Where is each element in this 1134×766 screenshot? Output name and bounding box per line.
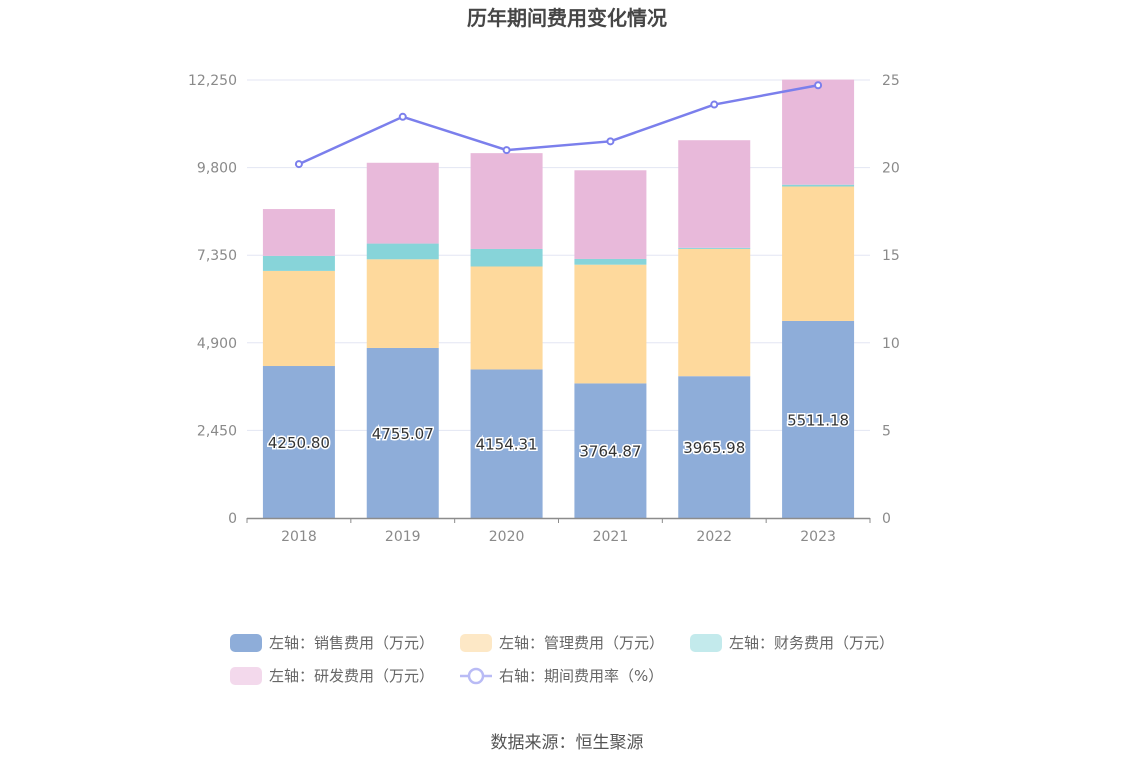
- bar-2020-series-0: [470, 369, 543, 518]
- line-point: [294, 160, 303, 169]
- x-axis: 2018 2019 2020 2021 2022 2023: [246, 517, 871, 545]
- line-point: [606, 137, 615, 146]
- line-point: [398, 112, 407, 121]
- x-tick-label: 2019: [385, 529, 421, 545]
- x-tick-label: 2020: [489, 529, 525, 545]
- legend-swatch: [690, 634, 722, 652]
- legend: 左轴：销售费用（万元） 左轴：管理费用（万元） 左轴：财务费用（万元） 左轴：研发费用…: [230, 634, 894, 685]
- line-point: [814, 81, 823, 90]
- bar-2023-series-1: [782, 186, 855, 321]
- bar-2023-series-3: [782, 79, 855, 185]
- bar-2022-series-1: [678, 248, 751, 377]
- bar-2021-series-2: [574, 258, 647, 265]
- left-tick-label: 7,350: [197, 248, 237, 264]
- legend-marker: [467, 667, 485, 685]
- legend-item[interactable]: 左轴：管理费用（万元）: [460, 634, 664, 652]
- bar-2019-series-3: [366, 162, 439, 244]
- x-tick-label: 2018: [281, 529, 317, 545]
- bar-2022-series-3: [678, 140, 751, 248]
- legend-label: 左轴：研发费用（万元）: [269, 667, 434, 685]
- legend-item[interactable]: 左轴：研发费用（万元）: [230, 667, 434, 685]
- bar-2021-series-3: [574, 170, 647, 259]
- bar-2019-series-2: [366, 243, 439, 260]
- chart-title: 历年期间费用变化情况: [467, 6, 667, 30]
- line-point: [502, 146, 511, 155]
- right-tick-label: 5: [882, 423, 891, 439]
- left-tick-label: 2,450: [197, 423, 237, 439]
- legend-swatch: [230, 634, 262, 652]
- bar-2020-series-2: [470, 248, 543, 267]
- line-series-group: [294, 81, 823, 169]
- right-tick-label: 15: [882, 248, 900, 264]
- bar-value-label: 4154.31: [476, 436, 538, 454]
- right-axis-ticks: 0 5 10 15 20 25: [882, 73, 900, 527]
- right-tick-label: 20: [882, 161, 900, 177]
- legend-label: 左轴：销售费用（万元）: [269, 634, 434, 652]
- bar-2022-series-0: [678, 376, 751, 518]
- legend-item[interactable]: 左轴：财务费用（万元）: [690, 634, 894, 652]
- legend-label: 左轴：管理费用（万元）: [499, 634, 664, 652]
- bar-2018-series-3: [262, 209, 335, 256]
- left-tick-label: 0: [228, 511, 237, 527]
- left-tick-label: 4,900: [197, 336, 237, 352]
- bar-labels-group: 4250.80 4755.07 4154.31 3764.87 3965.98 5511.…: [266, 410, 850, 462]
- legend-item[interactable]: 左轴：销售费用（万元）: [230, 634, 434, 652]
- gridlines: [247, 79, 870, 431]
- x-tick-label: 2021: [593, 529, 629, 545]
- right-tick-label: 0: [882, 511, 891, 527]
- bar-2021-series-1: [574, 264, 647, 384]
- bar-2018-series-1: [262, 270, 335, 367]
- left-axis-ticks: 0 2,450 4,900 7,350 9,800 12,250: [188, 73, 237, 527]
- bar-value-label: 5511.18: [787, 411, 849, 429]
- bar-2018-series-0: [262, 366, 335, 518]
- x-tick-label: 2023: [800, 529, 836, 545]
- bar-2023-series-2: [782, 184, 855, 187]
- bar-2019-series-1: [366, 259, 439, 348]
- bar-value-label: 3965.98: [683, 439, 745, 457]
- bar-value-label: 3764.87: [579, 443, 641, 461]
- legend-swatch: [460, 634, 492, 652]
- legend-label: 左轴：财务费用（万元）: [729, 634, 894, 652]
- x-tick-label: 2022: [696, 529, 732, 545]
- legend-swatch: [230, 667, 262, 685]
- right-tick-label: 25: [882, 73, 900, 89]
- right-tick-label: 10: [882, 336, 900, 352]
- line-series-path: [298, 84, 819, 166]
- bar-2018-series-2: [262, 255, 335, 271]
- bar-2020-series-1: [470, 266, 543, 370]
- bar-2021-series-0: [574, 383, 647, 518]
- bar-value-label: 4250.80: [268, 434, 330, 452]
- bar-value-label: 4755.07: [372, 425, 434, 443]
- left-tick-label: 12,250: [188, 73, 237, 89]
- legend-item[interactable]: 右轴：期间费用率（%）: [460, 667, 663, 685]
- bar-2022-series-2: [678, 247, 751, 249]
- bar-2020-series-3: [470, 153, 543, 249]
- data-source: 数据来源：恒生聚源: [491, 733, 644, 753]
- bar-2019-series-0: [366, 347, 439, 518]
- line-point: [710, 100, 719, 109]
- left-tick-label: 9,800: [197, 161, 237, 177]
- bars-group: [262, 79, 855, 518]
- bar-2023-series-0: [782, 320, 855, 518]
- legend-label: 右轴：期间费用率（%）: [499, 667, 663, 685]
